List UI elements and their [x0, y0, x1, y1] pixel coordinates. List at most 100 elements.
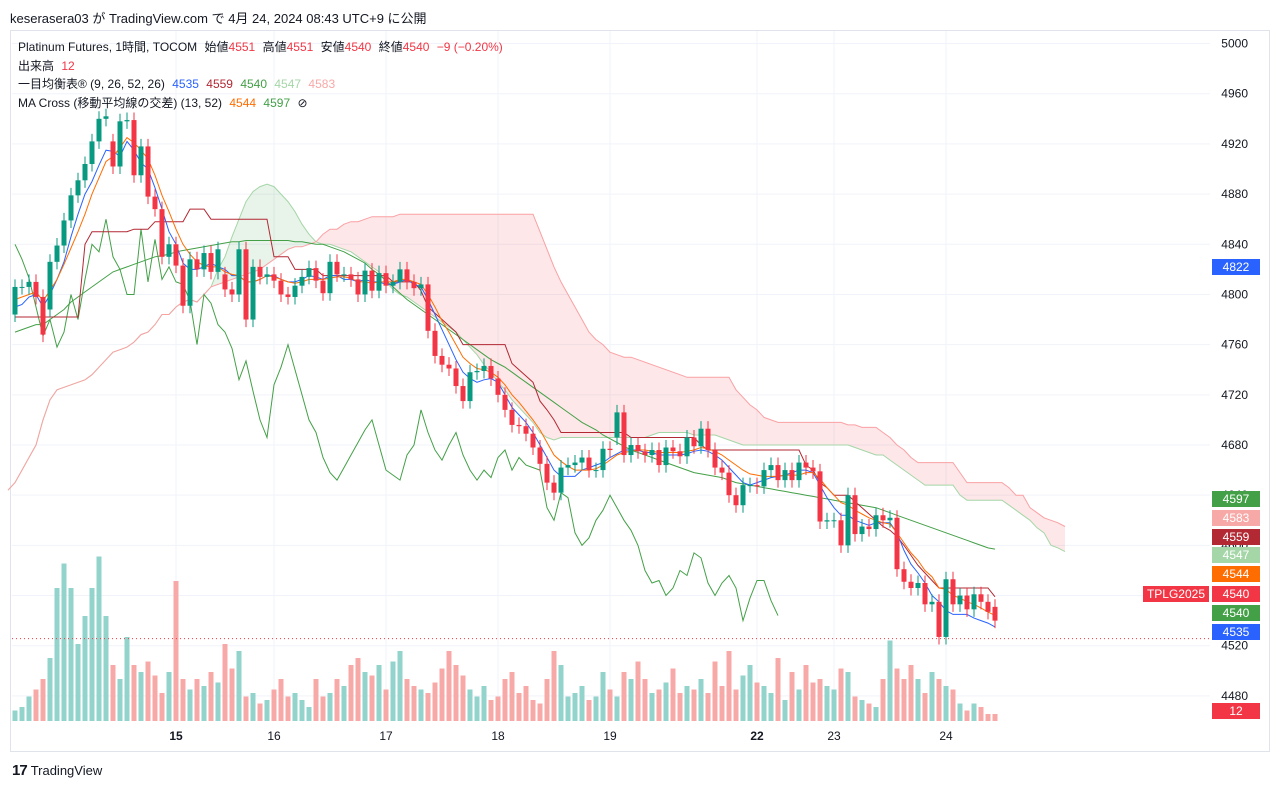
- volume-bar: [243, 696, 249, 721]
- cloud-segment: [1016, 495, 1023, 516]
- candle: [376, 273, 382, 291]
- candle: [985, 601, 991, 612]
- volume-bar: [761, 686, 767, 721]
- volume-bar: [649, 693, 655, 721]
- ma-cross-label: MA Cross (移動平均線の交差) (13, 52): [18, 95, 223, 110]
- volume-bar: [222, 644, 228, 721]
- change-value: −9 (−0.20%): [436, 40, 503, 54]
- candle: [607, 448, 613, 451]
- candle: [866, 526, 872, 530]
- cloud-segment: [568, 294, 575, 438]
- candle: [446, 364, 452, 369]
- candle: [299, 276, 305, 286]
- high-label: 高値: [262, 40, 287, 54]
- cloud-segment: [827, 422, 834, 445]
- candle: [320, 280, 326, 294]
- volume-bar: [117, 679, 123, 721]
- price-badge: 4544: [1212, 566, 1260, 583]
- volume-bar: [628, 679, 634, 721]
- volume-bar: [677, 693, 683, 721]
- candle: [369, 270, 375, 291]
- candle: [159, 209, 165, 257]
- price-badge: 4535: [1212, 623, 1260, 640]
- hidden-icon[interactable]: ⊘: [297, 95, 308, 110]
- volume-bar: [908, 665, 914, 721]
- price-badge: 4597: [1212, 490, 1260, 507]
- candle: [40, 296, 46, 335]
- volume-bar: [180, 679, 186, 721]
- volume-bar: [341, 686, 347, 721]
- candle: [180, 265, 186, 306]
- volume-bar: [768, 693, 774, 721]
- volume-bar: [397, 651, 403, 721]
- low-label: 安値: [320, 40, 345, 54]
- volume-bar: [712, 661, 718, 721]
- cloud-segment: [603, 344, 610, 438]
- cloud-segment: [554, 266, 561, 440]
- ichimoku-lagging-value: 4540: [240, 77, 268, 91]
- cloud-segment: [638, 359, 645, 438]
- cloud-segment: [939, 462, 946, 486]
- volume-bar: [656, 689, 662, 721]
- cloud-segment: [778, 422, 785, 445]
- volume-bar: [915, 679, 921, 721]
- candle: [173, 244, 179, 266]
- volume-bar: [747, 665, 753, 721]
- cloud-segment: [848, 424, 855, 448]
- volume-bar: [866, 703, 872, 721]
- candle: [313, 268, 319, 281]
- volume-bar: [236, 651, 242, 721]
- candle: [684, 437, 690, 457]
- candle: [943, 579, 949, 637]
- candle: [635, 445, 641, 452]
- candle: [397, 269, 403, 282]
- cloud-segment: [820, 422, 827, 445]
- legend-symbol-row[interactable]: Platinum Futures, 1時間, TOCOM 始値4551 高値45…: [18, 38, 507, 57]
- volume-bar: [957, 703, 963, 721]
- candle: [558, 467, 564, 493]
- candle: [670, 447, 676, 452]
- cloud-segment: [386, 216, 393, 290]
- volume-bar: [145, 661, 151, 721]
- volume-bar: [103, 616, 109, 721]
- ma-fast-line: [14, 136, 996, 617]
- candle: [600, 448, 606, 471]
- volume-bar: [880, 679, 886, 721]
- volume-bar: [194, 679, 200, 721]
- cloud-segment: [911, 457, 918, 481]
- candle: [782, 470, 788, 481]
- volume-bar: [796, 689, 802, 721]
- candle: [243, 249, 249, 320]
- cloud-segment: [1009, 487, 1016, 511]
- y-tick-label: 4520: [1221, 639, 1248, 653]
- candle: [82, 163, 88, 181]
- candle: [432, 330, 438, 356]
- volume-bar: [432, 682, 438, 721]
- symbol-name: Platinum Futures, 1時間, TOCOM: [18, 40, 198, 54]
- y-tick-label: 4680: [1221, 438, 1248, 452]
- candle: [124, 120, 130, 122]
- cloud-segment: [715, 377, 722, 438]
- candle: [187, 259, 193, 306]
- candle: [649, 450, 655, 456]
- candle: [12, 286, 18, 315]
- legend-ichimoku-row[interactable]: 一目均衡表® (9, 26, 52, 26) 4535 4559 4540 45…: [18, 75, 507, 94]
- candle: [390, 281, 396, 286]
- cloud-segment: [652, 364, 659, 435]
- candle: [691, 437, 697, 447]
- cloud-segment: [575, 307, 582, 438]
- cloud-segment: [680, 374, 687, 433]
- legend-volume-row[interactable]: 出来高 12: [18, 57, 507, 76]
- volume-bar: [838, 668, 844, 721]
- volume-bar: [481, 686, 487, 721]
- cloud-segment: [813, 422, 820, 445]
- chart-frame[interactable]: [10, 30, 1270, 752]
- legend-ma-row[interactable]: MA Cross (移動平均線の交差) (13, 52) 4544 4597 ⊘: [18, 94, 507, 113]
- candle: [747, 485, 753, 487]
- volume-bar: [943, 686, 949, 721]
- candle: [488, 365, 494, 379]
- price-badge: 4547: [1212, 547, 1260, 564]
- candle: [922, 583, 928, 605]
- volume-bar: [621, 672, 627, 721]
